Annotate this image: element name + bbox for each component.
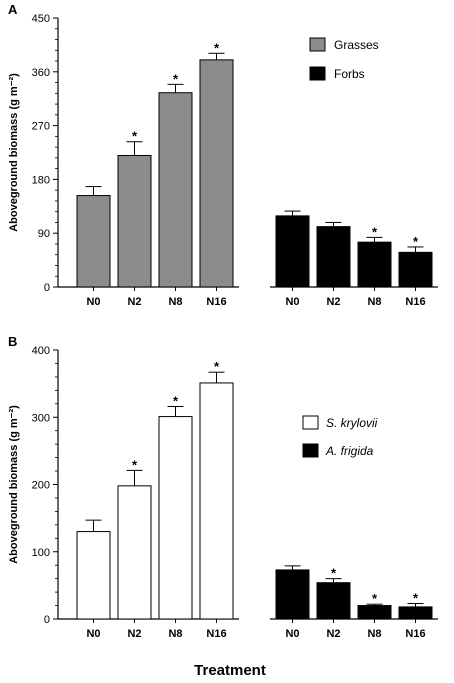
bar (316, 582, 351, 620)
bar (76, 195, 111, 288)
panel-label: A (8, 2, 18, 17)
legend-entry: A. frigida (325, 444, 374, 458)
legend-swatch (302, 443, 319, 458)
x-tick-label: N2 (326, 296, 340, 308)
x-axis-title: Treatment (194, 662, 266, 679)
y-tick-label: 180 (32, 174, 50, 186)
y-tick-label: 360 (32, 67, 50, 79)
significance-star: * (331, 566, 337, 581)
bar (398, 251, 433, 288)
significance-star: * (132, 457, 138, 472)
bar (117, 154, 152, 288)
bar (76, 531, 111, 620)
bar (275, 215, 310, 288)
bar (199, 59, 234, 288)
y-axis-label: Aboveground biomass (g m⁻²) (8, 405, 20, 564)
bar (117, 485, 152, 620)
significance-star: * (132, 129, 138, 144)
x-tick-label: N8 (367, 628, 381, 640)
significance-star: * (372, 591, 378, 606)
chart-panel-b: B 0 100 200 300 400 Aboveground biomass (g m⁻²… (8, 334, 438, 640)
x-tick-label: N2 (127, 628, 141, 640)
bar (357, 241, 392, 288)
significance-star: * (173, 71, 179, 86)
x-tick-label: N8 (367, 296, 381, 308)
bar (158, 92, 193, 288)
y-tick-label: 400 (32, 345, 50, 357)
x-tick-label: N16 (206, 296, 226, 308)
significance-star: * (413, 234, 419, 249)
y-tick-label: 90 (38, 228, 50, 240)
bar (199, 382, 234, 620)
x-tick-label: N8 (168, 296, 182, 308)
x-tick-label: N16 (405, 296, 425, 308)
y-tick-label: 100 (32, 547, 50, 559)
x-tick-label: N0 (285, 628, 299, 640)
x-tick-label: N0 (86, 628, 100, 640)
significance-star: * (173, 393, 179, 408)
y-tick-label: 0 (44, 282, 50, 294)
x-tick-label: N0 (285, 296, 299, 308)
x-tick-label: N16 (206, 628, 226, 640)
significance-star: * (413, 591, 419, 606)
y-tick-label: 300 (32, 412, 50, 424)
y-tick-label: 200 (32, 480, 50, 492)
legend-entry: S. krylovii (326, 416, 378, 430)
bar (275, 569, 310, 620)
legend-swatch (302, 415, 319, 430)
x-tick-label: N2 (326, 628, 340, 640)
legend-swatch (309, 37, 326, 52)
panel-label: B (8, 334, 17, 349)
y-axis-label: Aboveground biomass (g m⁻²) (8, 73, 20, 232)
chart-panel-a: A 0 90 180 270 360 450 Aboveground biomass (g m… (8, 2, 438, 308)
bar (316, 226, 351, 288)
bar (158, 416, 193, 620)
x-tick-label: N0 (86, 296, 100, 308)
y-tick-label: 450 (32, 13, 50, 25)
y-tick-label: 270 (32, 121, 50, 133)
bar (357, 605, 392, 620)
significance-star: * (372, 224, 378, 239)
x-tick-label: N16 (405, 628, 425, 640)
significance-star: * (214, 359, 220, 374)
legend-entry: Forbs (334, 67, 365, 81)
x-tick-label: N8 (168, 628, 182, 640)
legend-entry: Grasses (334, 38, 379, 52)
legend-swatch (309, 66, 326, 81)
bar (398, 606, 433, 620)
x-tick-label: N2 (127, 296, 141, 308)
significance-star: * (214, 40, 220, 55)
y-tick-label: 0 (44, 614, 50, 626)
